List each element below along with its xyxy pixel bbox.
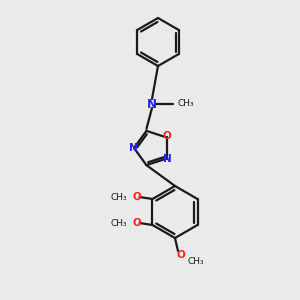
Text: O: O — [162, 131, 171, 141]
Text: CH₃: CH₃ — [178, 100, 195, 109]
Text: CH₃: CH₃ — [111, 193, 128, 202]
Text: CH₃: CH₃ — [111, 218, 128, 227]
Text: O: O — [132, 192, 141, 202]
Text: CH₃: CH₃ — [188, 257, 205, 266]
Text: N: N — [129, 143, 137, 153]
Text: O: O — [132, 218, 141, 228]
Text: N: N — [147, 98, 157, 110]
Text: O: O — [177, 250, 185, 260]
Text: N: N — [163, 154, 172, 164]
